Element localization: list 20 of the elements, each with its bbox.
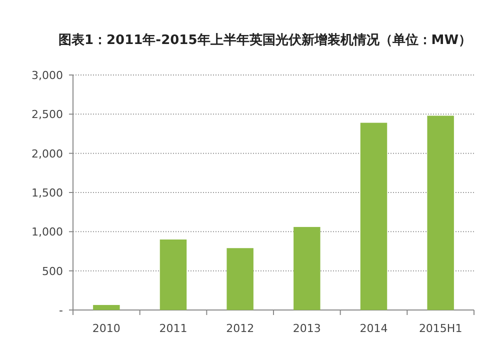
bar xyxy=(427,116,454,310)
bar xyxy=(294,226,320,310)
y-tick-label: 2,000 xyxy=(32,147,63,160)
bar xyxy=(93,304,120,310)
bar xyxy=(160,240,187,310)
y-tick-label: 1,500 xyxy=(32,186,63,200)
x-tick-label: 2013 xyxy=(292,322,321,335)
y-tick-label: 2,500 xyxy=(32,108,63,122)
x-tick-label: 2011 xyxy=(159,322,188,335)
chart-title: 图表1：2011年-2015年上半年英国光伏新增装机情况（单位：MW） xyxy=(58,32,472,48)
x-tick-label: 2014 xyxy=(360,322,388,335)
y-tick-label: 500 xyxy=(42,264,63,278)
y-tick-label: 1,000 xyxy=(32,226,63,239)
bar xyxy=(360,122,388,310)
y-tick-label: 3,000 xyxy=(32,69,63,82)
y-tick-label: - xyxy=(59,304,64,317)
x-tick-label: 2012 xyxy=(226,322,254,335)
bar xyxy=(226,248,254,310)
x-tick-label: 2010 xyxy=(92,322,120,335)
x-tick-label: 2015H1 xyxy=(418,322,462,335)
